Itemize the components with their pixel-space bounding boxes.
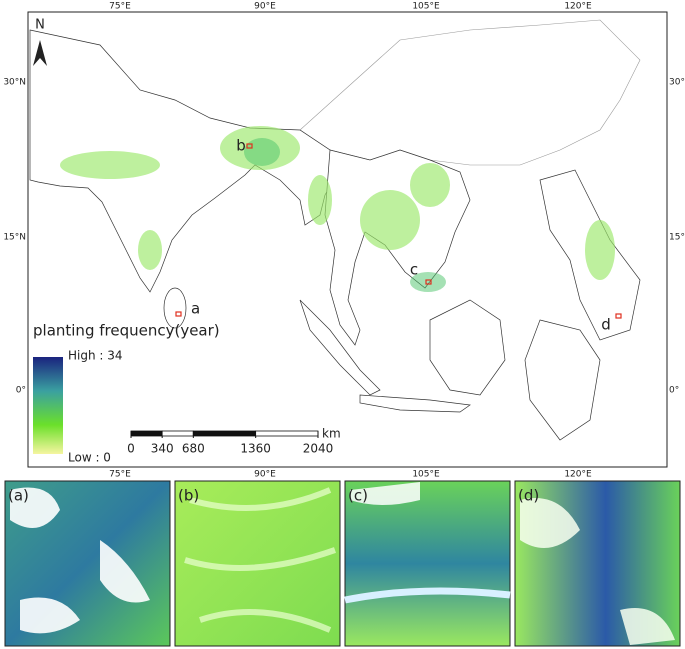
lat-label: 0° [669,386,679,396]
panels [4,480,681,647]
lon-label: 105°E [412,470,440,480]
scale-unit: km [322,427,341,441]
site-label: d [601,316,611,334]
panel-label: (a) [8,487,29,505]
lat-label: 15°N [669,233,685,243]
site-label: c [410,261,418,279]
lat-label: 30°N [3,78,26,88]
panel-label: (c) [348,487,368,505]
site-label: a [191,300,200,318]
scale-segment [161,430,194,437]
legend-title: planting frequency(year) [33,322,220,340]
scale-segment [130,430,163,437]
scale-tick-label: 1360 [240,442,271,456]
lon-label: 75°E [109,2,131,12]
scale-segment [192,430,257,437]
lat-label: 0° [16,386,26,396]
lon-label: 120°E [564,470,592,480]
legend-ramp [33,357,63,454]
scale-bar: 0 340 680 1360 2040 [127,430,334,456]
lon-label: 105°E [412,2,440,12]
lon-label: 75°E [109,470,131,480]
lat-label: 30°N [669,78,685,88]
north-label: N [35,18,45,33]
lon-label: 90°E [254,2,276,12]
panel-label: (d) [518,487,539,505]
panel-label: (b) [178,487,199,505]
scale-tick-label: 2040 [303,442,334,456]
lon-label: 120°E [564,2,592,12]
site-label: b [236,137,246,155]
scale-tick-label: 680 [182,442,205,456]
legend-low: Low : 0 [68,451,111,465]
scale-tick-label: 340 [151,442,174,456]
scale-segment [255,430,319,437]
scale-tick-label: 0 [127,442,135,456]
lat-label: 15°N [3,233,26,243]
panel [344,480,511,647]
basemap [29,19,641,441]
lon-label: 90°E [254,470,276,480]
north-arrow [33,40,47,66]
legend-high: High : 34 [68,349,123,363]
